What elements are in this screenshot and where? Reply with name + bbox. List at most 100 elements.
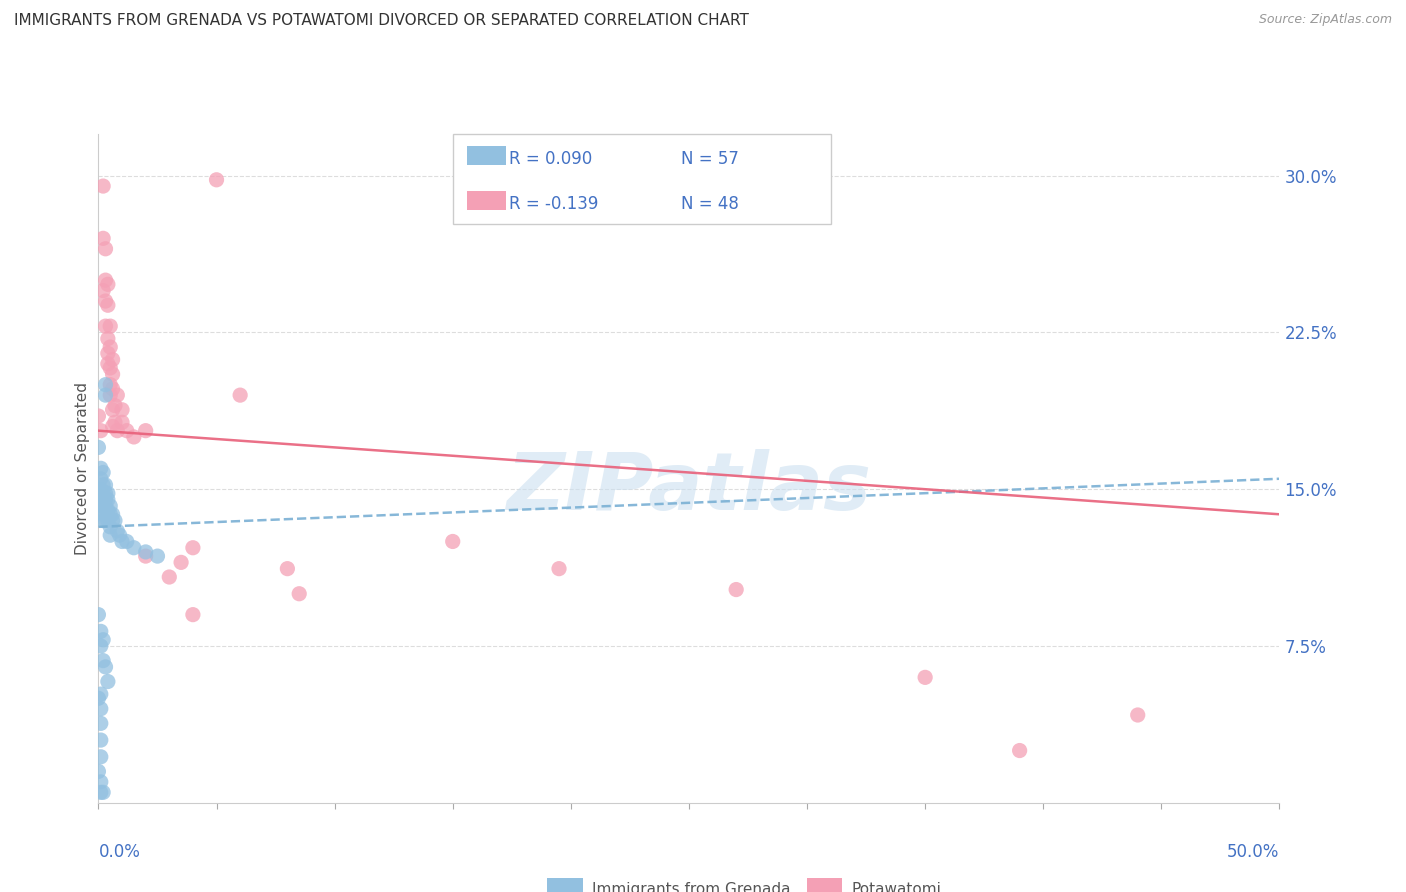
Point <box>90 749 112 764</box>
Point <box>98 361 121 376</box>
Point <box>90 472 112 486</box>
Point <box>97 514 120 528</box>
Point <box>90 624 112 639</box>
Point <box>90 492 112 507</box>
Point <box>94 486 117 500</box>
Point <box>122 430 145 444</box>
Point <box>90 733 112 747</box>
Point <box>98 520 121 534</box>
Point <box>91 632 114 647</box>
Point <box>205 173 228 187</box>
Point <box>111 415 134 429</box>
FancyBboxPatch shape <box>467 146 506 165</box>
Point <box>90 702 112 716</box>
Point <box>90 687 112 701</box>
Point <box>97 346 120 360</box>
Point <box>101 508 124 522</box>
Point <box>115 424 138 438</box>
Point <box>98 508 121 522</box>
Y-axis label: Divorced or Separated: Divorced or Separated <box>75 382 90 555</box>
Point <box>97 486 120 500</box>
Point <box>101 368 124 382</box>
Point <box>725 582 748 597</box>
Text: N = 57: N = 57 <box>681 150 738 168</box>
Point <box>104 514 127 528</box>
Point <box>276 562 298 576</box>
Point <box>97 674 120 689</box>
Point <box>288 587 311 601</box>
Point <box>94 508 117 522</box>
Point <box>101 352 124 367</box>
Point <box>90 461 112 475</box>
FancyBboxPatch shape <box>467 191 506 211</box>
Point <box>91 179 114 194</box>
Text: Source: ZipAtlas.com: Source: ZipAtlas.com <box>1258 13 1392 27</box>
FancyBboxPatch shape <box>547 878 582 892</box>
Point <box>91 785 114 799</box>
Point <box>91 231 114 245</box>
Text: 0.0%: 0.0% <box>98 843 141 861</box>
Point <box>90 775 112 789</box>
Point <box>229 388 252 402</box>
Point <box>105 424 128 438</box>
Point <box>90 486 112 500</box>
Point <box>135 424 157 438</box>
Point <box>94 660 117 674</box>
Point <box>104 399 127 413</box>
Point <box>97 298 120 312</box>
Point <box>91 284 114 298</box>
Point <box>108 528 131 542</box>
Point <box>101 402 124 417</box>
Point <box>105 388 128 402</box>
Point <box>157 570 180 584</box>
Point <box>101 382 124 396</box>
Point <box>94 294 117 309</box>
Point <box>91 514 114 528</box>
Point <box>181 541 204 555</box>
Point <box>101 419 124 434</box>
Point <box>111 534 134 549</box>
Point <box>94 319 117 334</box>
Point <box>135 549 157 563</box>
Point <box>146 549 169 563</box>
Point <box>91 499 114 513</box>
Point <box>170 555 193 569</box>
Point <box>98 340 121 354</box>
Point <box>91 654 114 668</box>
Point <box>441 534 464 549</box>
Point <box>914 670 936 684</box>
Point <box>90 482 112 496</box>
Point <box>87 691 110 706</box>
Point <box>94 514 117 528</box>
Point <box>94 499 117 513</box>
Point <box>87 409 110 423</box>
Point <box>90 424 112 438</box>
Point <box>98 377 121 392</box>
Point <box>94 273 117 287</box>
Point <box>87 607 110 622</box>
Point <box>94 388 117 402</box>
Point <box>122 541 145 555</box>
Point <box>97 277 120 292</box>
Point <box>91 492 114 507</box>
Point <box>90 639 112 653</box>
Point <box>94 242 117 256</box>
Point <box>91 466 114 480</box>
Point <box>135 545 157 559</box>
Point <box>98 499 121 513</box>
Text: ZIPatlas: ZIPatlas <box>506 450 872 527</box>
Point <box>97 492 120 507</box>
Point <box>94 377 117 392</box>
Point <box>98 528 121 542</box>
Point <box>90 785 112 799</box>
Point <box>91 478 114 492</box>
Text: IMMIGRANTS FROM GRENADA VS POTAWATOMI DIVORCED OR SEPARATED CORRELATION CHART: IMMIGRANTS FROM GRENADA VS POTAWATOMI DI… <box>14 13 749 29</box>
Point <box>90 716 112 731</box>
Point <box>115 534 138 549</box>
Point <box>87 441 110 455</box>
Point <box>548 562 571 576</box>
Point <box>181 607 204 622</box>
FancyBboxPatch shape <box>453 134 831 224</box>
Point <box>91 508 114 522</box>
Text: R = 0.090: R = 0.090 <box>509 150 593 168</box>
